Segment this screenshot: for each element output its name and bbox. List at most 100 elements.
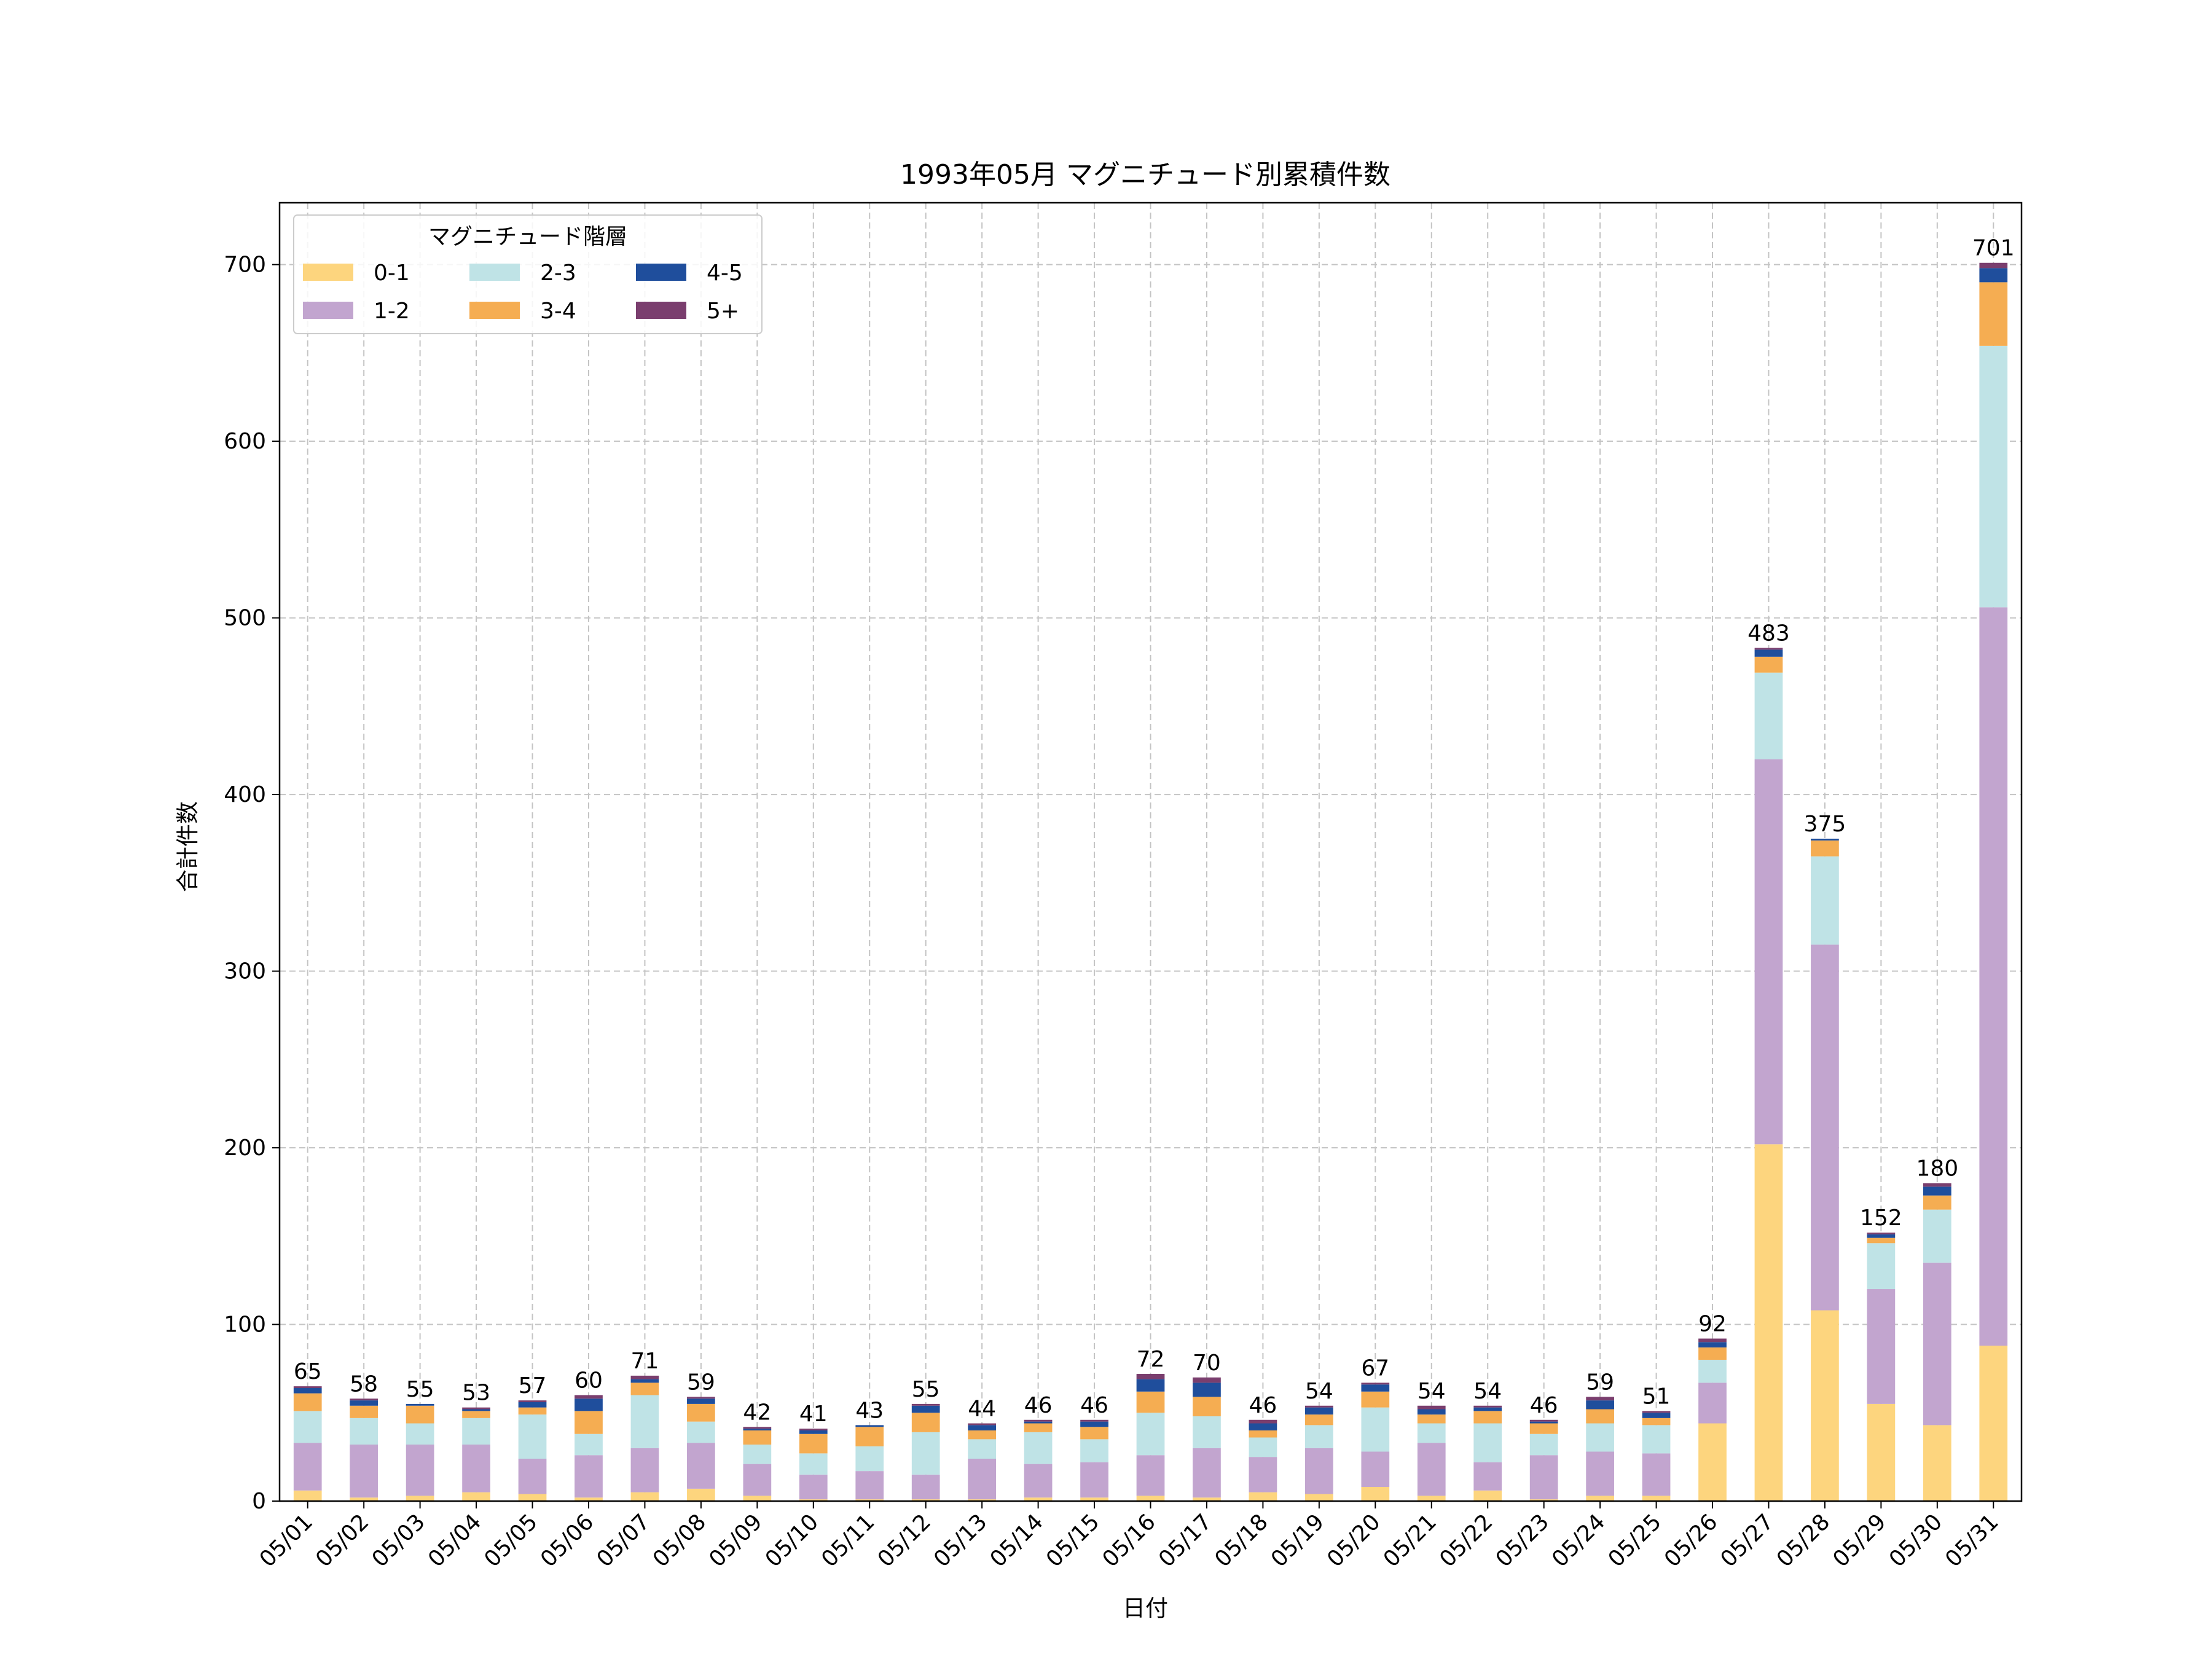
bar-segment-2-3 xyxy=(855,1446,884,1472)
total-value-label: 152 xyxy=(1860,1206,1902,1231)
bar-segment-4-5 xyxy=(743,1429,772,1431)
bar-segment-3-4 xyxy=(1698,1347,1727,1360)
bar-segment-3-4 xyxy=(1249,1430,1277,1438)
bar-segment-2-3 xyxy=(968,1439,997,1459)
bar-segment-1-2 xyxy=(462,1445,490,1492)
bar-segment-3-4 xyxy=(1193,1397,1221,1417)
bar-segment-5+ xyxy=(575,1395,603,1399)
bar-segment-1-2 xyxy=(687,1443,715,1489)
bar-segment-4-5 xyxy=(1811,838,1839,841)
bar-segment-1-2 xyxy=(911,1474,940,1500)
bar-segment-0-1 xyxy=(293,1490,322,1501)
bar-segment-1-2 xyxy=(1417,1443,1446,1496)
bar-segment-4-5 xyxy=(1529,1421,1558,1424)
y-tick-label: 300 xyxy=(224,959,266,984)
bar-segment-5+ xyxy=(1867,1233,1896,1234)
bar-segment-5+ xyxy=(911,1403,940,1406)
total-value-label: 46 xyxy=(1530,1393,1558,1418)
bar-segment-5+ xyxy=(1586,1397,1614,1401)
bar-segment-0-1 xyxy=(406,1496,434,1501)
bar-segment-2-3 xyxy=(743,1445,772,1464)
total-value-label: 71 xyxy=(631,1349,659,1374)
bar-segment-1-2 xyxy=(1923,1262,1951,1426)
bar-segment-0-1 xyxy=(1811,1310,1839,1501)
bar-segment-0-1 xyxy=(799,1499,828,1501)
bar-segment-0-1 xyxy=(1473,1490,1502,1501)
bar-segment-4-5 xyxy=(1698,1342,1727,1347)
bar-segment-5+ xyxy=(1193,1377,1221,1383)
total-value-label: 58 xyxy=(350,1371,378,1397)
bar-segment-5+ xyxy=(1249,1419,1277,1424)
bar-segment-2-3 xyxy=(799,1453,828,1475)
bar-segment-2-3 xyxy=(518,1414,547,1459)
bar-segment-0-1 xyxy=(1024,1497,1053,1501)
bar-segment-2-3 xyxy=(293,1411,322,1443)
bar-segment-5+ xyxy=(1024,1419,1053,1422)
bar-segment-0-1 xyxy=(1586,1496,1614,1501)
bar-segment-0-1 xyxy=(1698,1423,1727,1501)
bar-segment-2-3 xyxy=(1529,1433,1558,1456)
bar-segment-4-5 xyxy=(462,1409,490,1411)
bar-segment-2-3 xyxy=(911,1432,940,1475)
legend-swatch-5+ xyxy=(636,302,686,319)
bar-segment-3-4 xyxy=(575,1411,603,1434)
bar-segment-5+ xyxy=(518,1400,547,1403)
bar-segment-1-2 xyxy=(1304,1448,1333,1494)
bar-segment-4-5 xyxy=(1867,1234,1896,1238)
total-value-label: 701 xyxy=(1972,236,2015,261)
bar-segment-4-5 xyxy=(1249,1423,1277,1431)
bar-segment-5+ xyxy=(630,1375,659,1379)
bar-segment-4-5 xyxy=(799,1430,828,1434)
legend-label-5+: 5+ xyxy=(707,299,739,324)
legend-swatch-4-5 xyxy=(636,264,686,281)
bar-segment-5+ xyxy=(1136,1374,1165,1379)
bar-segment-2-3 xyxy=(1080,1439,1108,1462)
plot-frame xyxy=(278,202,2023,1502)
bar-segment-4-5 xyxy=(1586,1400,1614,1410)
bar-segment-3-4 xyxy=(1136,1391,1165,1413)
total-value-label: 57 xyxy=(519,1373,547,1398)
bar-segment-2-3 xyxy=(350,1418,378,1445)
bar-segment-1-2 xyxy=(1249,1457,1277,1492)
total-value-label: 54 xyxy=(1418,1379,1446,1404)
bar-segment-4-5 xyxy=(1642,1413,1671,1418)
bar-segment-1-2 xyxy=(1586,1451,1614,1496)
bar-segment-0-1 xyxy=(1867,1403,1896,1501)
bar-segment-4-5 xyxy=(1473,1407,1502,1411)
total-labels: 65 58 55 53 57 60 71 59 42 41 43 55 44 46 46 72 70 46 54 67… xyxy=(294,236,2015,1427)
total-value-label: 53 xyxy=(462,1381,490,1406)
bar-segment-0-1 xyxy=(462,1492,490,1501)
total-value-label: 70 xyxy=(1193,1351,1221,1376)
bar-segment-0-1 xyxy=(1754,1144,1783,1501)
legend-label-0-1: 0-1 xyxy=(374,261,410,286)
total-value-label: 46 xyxy=(1080,1393,1108,1418)
bar-segment-3-4 xyxy=(1473,1411,1502,1424)
bar-segment-5+ xyxy=(687,1397,715,1399)
legend-swatch-2-3 xyxy=(469,264,520,281)
bar-segment-5+ xyxy=(1473,1405,1502,1408)
bar-segment-0-1 xyxy=(1417,1496,1446,1501)
bar-segment-0-1 xyxy=(743,1496,772,1501)
legend: マグニチュード階層 0-1 1-2 2-3 3-4 4-5 5+ xyxy=(293,214,763,334)
bar-segment-4-5 xyxy=(1304,1407,1333,1415)
bar-segment-3-4 xyxy=(799,1433,828,1454)
bar-segment-2-3 xyxy=(1642,1425,1671,1454)
bar-segment-5+ xyxy=(1642,1411,1671,1413)
total-value-label: 54 xyxy=(1473,1379,1502,1404)
bar-segment-1-2 xyxy=(743,1464,772,1496)
bar-segment-2-3 xyxy=(462,1418,490,1445)
bar-segment-3-4 xyxy=(1361,1391,1390,1408)
bar-segment-4-5 xyxy=(1080,1421,1108,1427)
bar-segment-4-5 xyxy=(1979,268,2008,283)
bar-segment-0-1 xyxy=(968,1499,997,1501)
bar-segment-3-4 xyxy=(518,1407,547,1415)
bar-segment-3-4 xyxy=(1811,840,1839,857)
bar-segment-2-3 xyxy=(575,1433,603,1456)
bar-segment-3-4 xyxy=(1754,656,1783,673)
bar-segment-2-3 xyxy=(1923,1209,1951,1263)
bar-segment-3-4 xyxy=(1979,282,2008,346)
bar-segment-5+ xyxy=(1529,1419,1558,1422)
bar-segment-1-2 xyxy=(968,1459,997,1500)
bar-segment-0-1 xyxy=(1361,1487,1390,1501)
